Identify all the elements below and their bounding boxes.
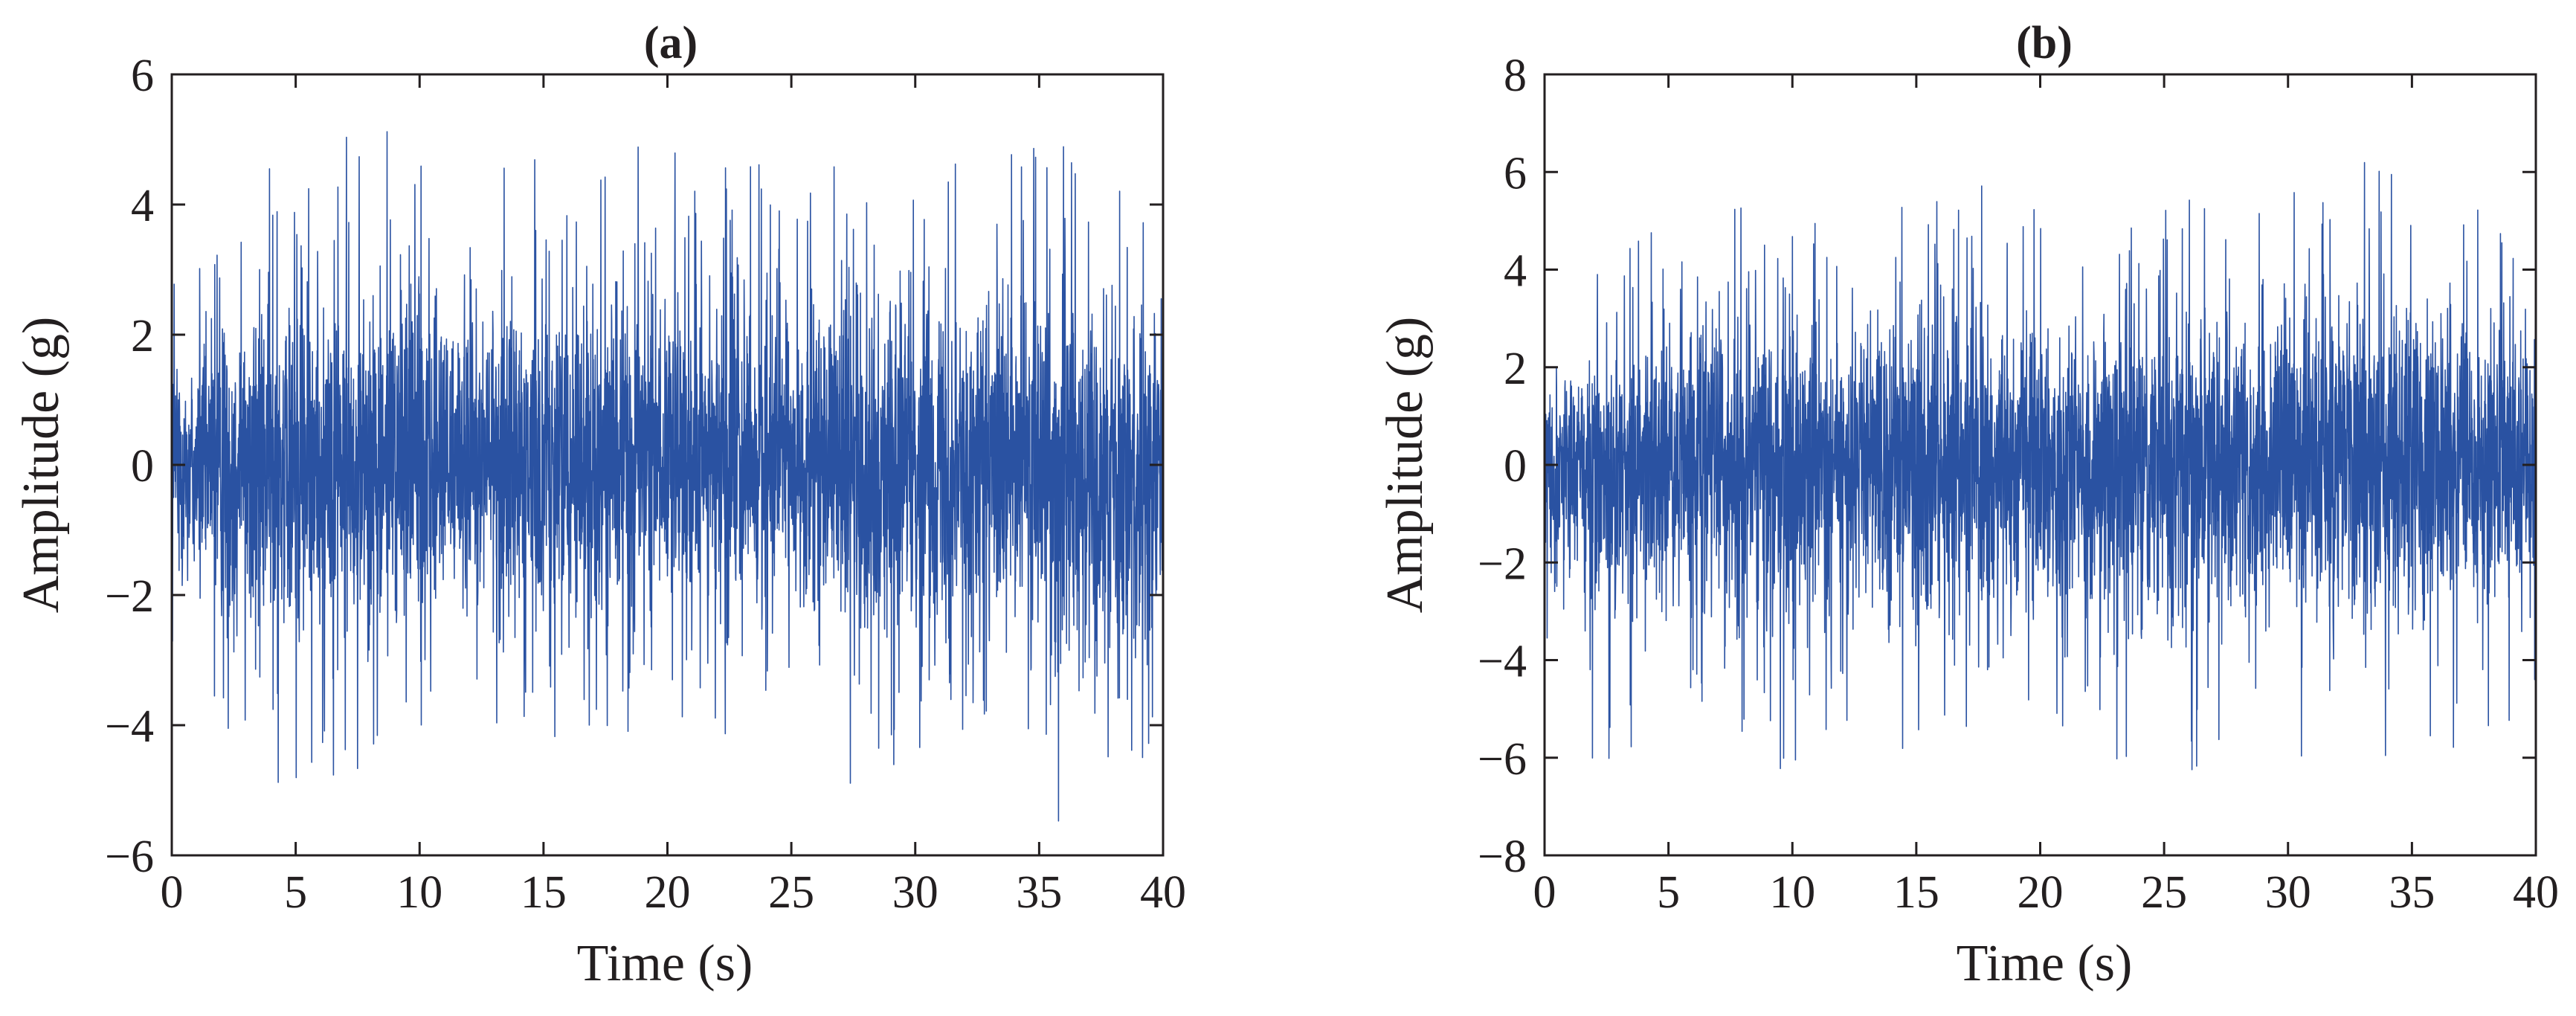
panel-b-y-tick-label: −4 bbox=[1478, 637, 1527, 687]
panel-a-x-tick-label: 40 bbox=[1140, 867, 1186, 918]
panel-a-x-tick-label: 25 bbox=[768, 867, 814, 918]
panel-b-x-axis-label: Time (s) bbox=[1957, 935, 2133, 992]
panel-a-title: (a) bbox=[644, 18, 698, 68]
panel-a-y-axis-label: Amplitude (g) bbox=[13, 317, 70, 614]
panel-b-x-tick-label: 5 bbox=[1657, 867, 1680, 918]
panel-b-y-tick-label: 6 bbox=[1504, 148, 1527, 199]
panel-a-x-tick-label: 30 bbox=[892, 867, 938, 918]
panel-b-x-tick-label: 40 bbox=[2513, 867, 2559, 918]
panel-b-x-tick-label: 10 bbox=[1769, 867, 1815, 918]
panel-a-y-tick-label: 0 bbox=[131, 441, 154, 492]
chart-panel-a: (a) Amplitude (g) Time (s) 0 5 10 15 20 25 30 3… bbox=[13, 18, 1186, 992]
panel-a-x-tick-label: 0 bbox=[161, 867, 184, 918]
panel-b-y-tick-label: −2 bbox=[1478, 538, 1527, 589]
panel-b-x-tick-label: 15 bbox=[1893, 867, 1939, 918]
panel-a-y-tick-label: −2 bbox=[105, 571, 154, 622]
panel-a-x-tick-label: 35 bbox=[1016, 867, 1062, 918]
panel-b-x-tick-label: 0 bbox=[1533, 867, 1556, 918]
panel-a-y-tick-label: 2 bbox=[131, 311, 154, 361]
panel-a-x-axis-label: Time (s) bbox=[577, 935, 753, 992]
panel-b-signal-layer bbox=[1544, 161, 2537, 771]
panel-a-y-tick-label: 4 bbox=[131, 181, 154, 231]
panel-a-y-tick-label: 6 bbox=[131, 51, 154, 101]
panel-a-y-tick-label: −6 bbox=[105, 832, 154, 882]
panel-b-x-tick-label: 30 bbox=[2265, 867, 2311, 918]
panel-b-signal-line bbox=[1544, 161, 2537, 771]
panel-b-title: (b) bbox=[2016, 18, 2073, 68]
panel-a-x-tick-label: 5 bbox=[284, 867, 307, 918]
panel-b-y-tick-label: 0 bbox=[1504, 441, 1527, 492]
panel-b-y-tick-label: 8 bbox=[1504, 51, 1527, 101]
panel-b-x-tick-label: 35 bbox=[2389, 867, 2435, 918]
panel-a-signal-line bbox=[171, 131, 1164, 822]
panel-a-x-tick-label: 10 bbox=[396, 867, 442, 918]
panel-b-y-tick-label: 4 bbox=[1504, 246, 1527, 297]
panel-b-y-tick-label: −8 bbox=[1478, 832, 1527, 882]
panel-b-y-axis-label: Amplitude (g) bbox=[1376, 317, 1434, 614]
chart-panel-b: (b) Amplitude (g) Time (s) 0 5 10 15 20 25 30 3… bbox=[1376, 18, 2559, 992]
panel-a-signal-layer bbox=[171, 131, 1164, 822]
panel-b-x-tick-label: 25 bbox=[2141, 867, 2187, 918]
panel-b-x-tick-label: 20 bbox=[2018, 867, 2064, 918]
panel-b-y-tick-label: 2 bbox=[1504, 344, 1527, 394]
panel-a-x-tick-label: 15 bbox=[521, 867, 567, 918]
panel-a-x-tick-label: 20 bbox=[645, 867, 691, 918]
panel-b-y-tick-label: −6 bbox=[1478, 734, 1527, 785]
panel-a-y-tick-label: −4 bbox=[105, 701, 154, 752]
